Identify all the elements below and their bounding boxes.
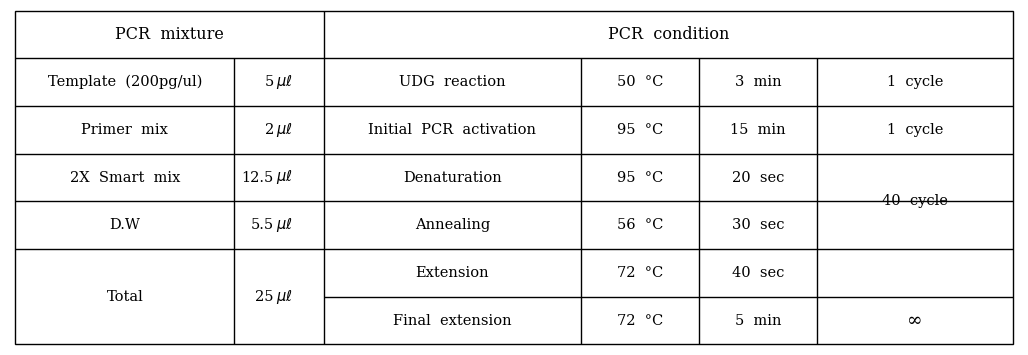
Text: $\mu\ell$: $\mu\ell$	[276, 288, 293, 306]
Text: 40  sec: 40 sec	[732, 266, 784, 280]
Text: D.W: D.W	[109, 218, 141, 232]
Text: PCR  condition: PCR condition	[608, 26, 729, 43]
Text: 5  min: 5 min	[735, 313, 781, 328]
Text: Denaturation: Denaturation	[403, 170, 502, 185]
Text: $\mu\ell$: $\mu\ell$	[276, 121, 293, 139]
Text: 25: 25	[256, 290, 273, 304]
Text: UDG  reaction: UDG reaction	[399, 75, 506, 89]
Text: 2: 2	[265, 123, 273, 137]
Text: Template  (200pg/ul): Template (200pg/ul)	[47, 75, 203, 89]
Text: 50  °C: 50 °C	[617, 75, 663, 89]
Text: 56  °C: 56 °C	[617, 218, 663, 232]
Text: Primer  mix: Primer mix	[81, 123, 169, 137]
Text: 1  cycle: 1 cycle	[887, 75, 943, 89]
Text: 2X  Smart  mix: 2X Smart mix	[70, 170, 180, 185]
Text: 3  min: 3 min	[735, 75, 781, 89]
Text: 95  °C: 95 °C	[617, 170, 663, 185]
Text: $\mu\ell$: $\mu\ell$	[276, 169, 293, 186]
Text: Initial  PCR  activation: Initial PCR activation	[368, 123, 537, 137]
Text: $\mu\ell$: $\mu\ell$	[276, 216, 293, 234]
Text: Final  extension: Final extension	[393, 313, 512, 328]
Text: 15  min: 15 min	[730, 123, 786, 137]
Text: Annealing: Annealing	[414, 218, 490, 232]
Text: 5.5: 5.5	[251, 218, 273, 232]
Text: $\mu\ell$: $\mu\ell$	[276, 73, 293, 91]
Text: 30  sec: 30 sec	[732, 218, 784, 232]
Text: 5: 5	[265, 75, 273, 89]
Text: 20  sec: 20 sec	[732, 170, 784, 185]
Text: ∞: ∞	[907, 312, 923, 329]
Text: 72  °C: 72 °C	[617, 313, 663, 328]
Text: PCR  mixture: PCR mixture	[115, 26, 224, 43]
Text: 1  cycle: 1 cycle	[887, 123, 943, 137]
Text: 72  °C: 72 °C	[617, 266, 663, 280]
Text: Extension: Extension	[415, 266, 489, 280]
Text: 12.5: 12.5	[242, 170, 273, 185]
Text: Total: Total	[107, 290, 143, 304]
Text: 95  °C: 95 °C	[617, 123, 663, 137]
Text: 40  cycle: 40 cycle	[882, 194, 948, 208]
